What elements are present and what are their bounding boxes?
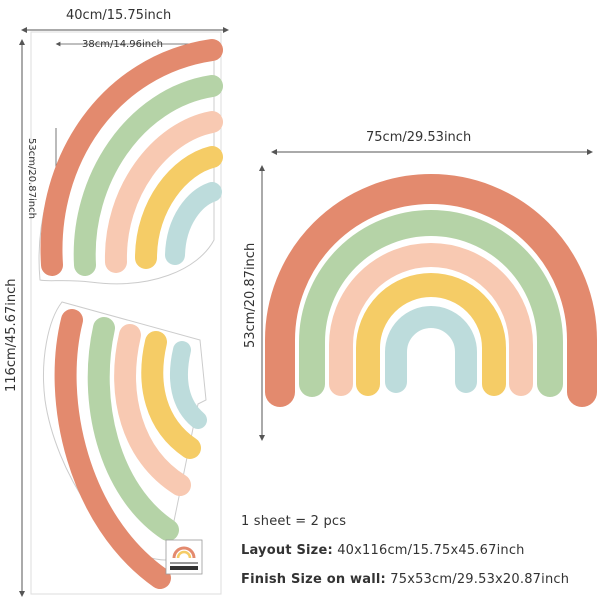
assembled-band-green	[299, 210, 563, 397]
assembled-height-label: 53cm/20.87inch	[243, 242, 258, 348]
top-sticker-piece	[38, 39, 223, 285]
piece-height-label: 53cm/20.87inch	[26, 138, 37, 219]
layout-size-line: Layout Size: 40x116cm/15.75x45.67inch	[241, 543, 525, 558]
band-yellow-bottom	[141, 331, 201, 459]
sheet-count-text: 1 sheet = 2 pcs	[241, 514, 347, 529]
assembled-rainbow	[265, 174, 597, 407]
layout-size-value: 40x116cm/15.75x45.67inch	[337, 543, 525, 558]
assembled-band-peach	[329, 243, 533, 396]
sheet-height-label: 116cm/45.67inch	[4, 278, 19, 392]
finish-size-line: Finish Size on wall: 75x53cm/29.53x20.87…	[241, 572, 569, 587]
finish-size-value: 75x53cm/29.53x20.87inch	[390, 572, 570, 587]
piece-width-label: 38cm/14.96inch	[82, 39, 163, 50]
band-green-bottom	[87, 317, 179, 541]
band-red	[40, 39, 223, 276]
assembled-band-blue	[385, 306, 477, 393]
assembled-band-yellow	[356, 273, 506, 396]
band-peach	[104, 111, 223, 273]
finish-size-label: Finish Size on wall:	[241, 572, 386, 587]
assembled-band-red	[265, 174, 597, 407]
band-red-bottom	[54, 309, 171, 589]
band-blue	[165, 182, 222, 265]
band-blue-bottom	[170, 341, 207, 429]
bottom-sticker-piece	[43, 301, 207, 589]
sheet-width-label: 40cm/15.75inch	[66, 8, 172, 23]
assembled-width-label: 75cm/29.53inch	[366, 130, 472, 145]
band-yellow	[135, 146, 223, 269]
band-peach-bottom	[114, 324, 191, 496]
band-green	[73, 75, 223, 276]
layout-size-label: Layout Size:	[241, 543, 333, 558]
product-label	[165, 539, 203, 575]
